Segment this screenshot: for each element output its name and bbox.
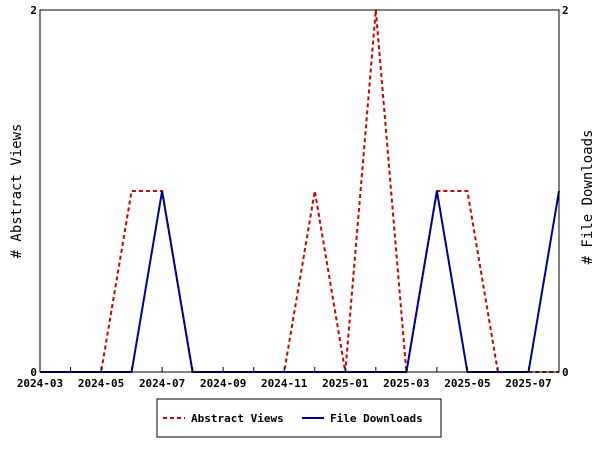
legend: Abstract Views File Downloads xyxy=(156,398,442,438)
x-tick-label: 2024-03 xyxy=(17,377,63,390)
x-tick-label: 2025-01 xyxy=(322,377,369,390)
y-tick-label-right: 2 xyxy=(562,4,569,17)
x-tick-label: 2025-07 xyxy=(505,377,551,390)
x-tick-label: 2024-05 xyxy=(78,377,124,390)
legend-label-abstract-views: Abstract Views xyxy=(191,412,284,425)
legend-label-file-downloads: File Downloads xyxy=(330,412,423,425)
y-tick-label-left: 0 xyxy=(30,366,37,379)
y-axis-title-right: # File Downloads xyxy=(580,130,596,265)
x-tick-label: 2024-11 xyxy=(261,377,308,390)
x-tick-label: 2025-03 xyxy=(383,377,429,390)
x-tick-label: 2024-09 xyxy=(200,377,246,390)
y-tick-label-left: 2 xyxy=(30,4,37,17)
x-tick-label: 2025-05 xyxy=(444,377,490,390)
series-line-file-downloads xyxy=(40,190,560,373)
y-axis-title-left: # Abstract Views xyxy=(9,124,25,259)
y-tick-label-right: 0 xyxy=(562,366,569,379)
plot-frame xyxy=(39,9,560,373)
series-line-abstract-views xyxy=(40,9,559,373)
x-tick-label: 2024-07 xyxy=(139,377,185,390)
legend-box xyxy=(156,398,442,438)
